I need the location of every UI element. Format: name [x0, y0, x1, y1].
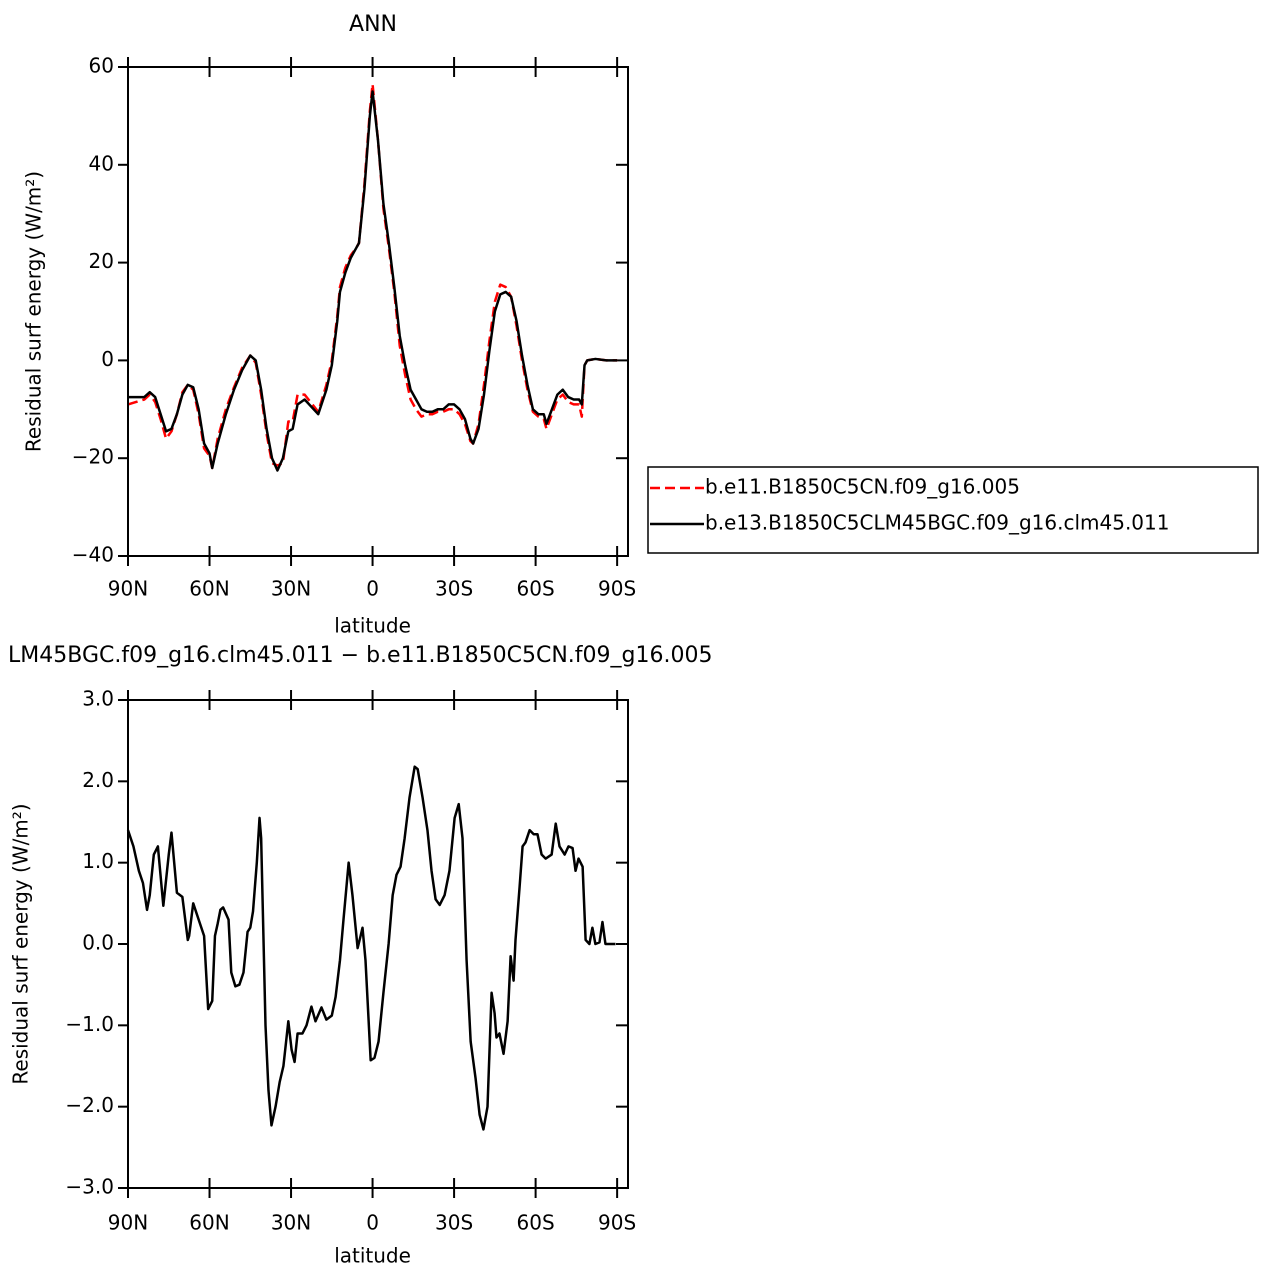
- y-tick-label: 2.0: [82, 768, 114, 792]
- y-axis-label: Residual surf energy (W/m²): [22, 171, 46, 452]
- y-tick-label: −40: [72, 543, 114, 567]
- y-tick-label: 1.0: [82, 849, 114, 873]
- legend-label: b.e13.B1850C5CLM45BGC.f09_g16.clm45.011: [705, 511, 1169, 535]
- data-line: [127, 82, 618, 470]
- x-tick-label: 90S: [598, 577, 636, 601]
- plot-frame: [127, 66, 629, 557]
- x-tick-label: 90N: [108, 577, 148, 601]
- y-tick-label: 3.0: [82, 687, 114, 711]
- x-tick-label: 60S: [517, 1211, 555, 1235]
- y-tick-label: −20: [72, 445, 114, 469]
- x-tick-label: 30S: [435, 577, 473, 601]
- y-tick-label: 60: [89, 54, 114, 78]
- x-tick-label: 30N: [271, 1211, 311, 1235]
- y-axis-label: Residual surf energy (W/m²): [9, 803, 33, 1084]
- x-tick-label: 90N: [108, 1211, 148, 1235]
- data-line: [126, 765, 616, 1131]
- chart-title: ANN: [349, 12, 397, 37]
- x-tick-label: 60S: [517, 577, 555, 601]
- y-tick-label: −3.0: [65, 1175, 114, 1199]
- plot-frame: [127, 699, 629, 1189]
- x-tick-label: 0: [366, 577, 379, 601]
- x-axis-label: latitude: [334, 1244, 411, 1268]
- y-tick-label: 0.0: [82, 931, 114, 955]
- x-axis-label: latitude: [334, 614, 411, 638]
- y-tick-label: 0: [101, 347, 114, 371]
- x-tick-label: 0: [366, 1211, 379, 1235]
- y-tick-label: −1.0: [65, 1012, 114, 1036]
- y-tick-label: −2.0: [65, 1093, 114, 1117]
- x-tick-label: 60N: [189, 577, 229, 601]
- x-tick-label: 90S: [598, 1211, 636, 1235]
- data-line: [128, 90, 618, 472]
- y-tick-label: 20: [89, 249, 114, 273]
- chart-title: LM45BGC.f09_g16.clm45.011 − b.e11.B1850C…: [8, 643, 712, 668]
- x-tick-label: 30S: [435, 1211, 473, 1235]
- legend-box: [647, 466, 1259, 554]
- y-tick-label: 40: [89, 151, 114, 175]
- x-tick-label: 60N: [189, 1211, 229, 1235]
- legend-label: b.e11.B1850C5CN.f09_g16.005: [705, 475, 1020, 499]
- x-tick-label: 30N: [271, 577, 311, 601]
